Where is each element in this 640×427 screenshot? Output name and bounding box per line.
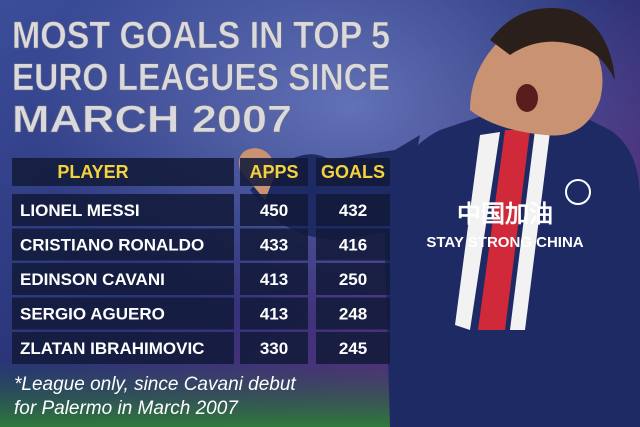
table-cell	[240, 263, 308, 295]
header-cell	[240, 158, 308, 186]
table-cell	[12, 194, 234, 226]
player-name: EDINSON CAVANI	[20, 270, 165, 289]
table-cell	[316, 297, 390, 330]
table-cell	[240, 194, 308, 226]
title-line: EURO LEAGUES SINCE	[12, 57, 390, 99]
footnote-line: for Palermo in March 2007	[14, 398, 239, 419]
table-cell	[316, 194, 390, 226]
column-header: GOALS	[321, 162, 385, 182]
table-cell	[316, 228, 390, 261]
column-header: PLAYER	[57, 162, 128, 182]
stat-value: 248	[339, 305, 367, 324]
stat-value: 433	[260, 236, 288, 255]
stat-value: 330	[260, 339, 288, 358]
table-cell	[316, 263, 390, 295]
footnote-line: *League only, since Cavani debut	[14, 374, 296, 395]
player-name: LIONEL MESSI	[20, 201, 140, 220]
table-cell	[240, 332, 308, 364]
stat-value: 413	[260, 270, 288, 289]
table-cell	[12, 263, 234, 295]
shirt-slogan: STAY STRONG CHINA	[426, 234, 583, 251]
stat-value: 416	[339, 236, 367, 255]
title-line: MOST GOALS IN TOP 5	[12, 15, 390, 57]
stat-value: 432	[339, 201, 367, 220]
table-cell	[240, 228, 308, 261]
stat-value: 413	[260, 305, 288, 324]
stat-value: 450	[260, 201, 288, 220]
table-cell	[12, 297, 234, 330]
stat-value: 245	[339, 339, 367, 358]
table-cell	[12, 228, 234, 261]
player-name: SERGIO AGUERO	[20, 305, 165, 324]
table-cell	[316, 332, 390, 364]
column-header: APPS	[249, 162, 298, 182]
title-line: MARCH 2007	[12, 99, 292, 141]
header-cell	[316, 158, 390, 186]
table-cell	[12, 332, 234, 364]
player-name: ZLATAN IBRAHIMOVIC	[20, 339, 204, 358]
player-name: CRISTIANO RONALDO	[20, 236, 204, 255]
header-cell	[12, 158, 234, 186]
shirt-slogan-chinese: 中国加油	[457, 201, 553, 228]
table-cell	[240, 297, 308, 330]
stat-value: 250	[339, 270, 367, 289]
